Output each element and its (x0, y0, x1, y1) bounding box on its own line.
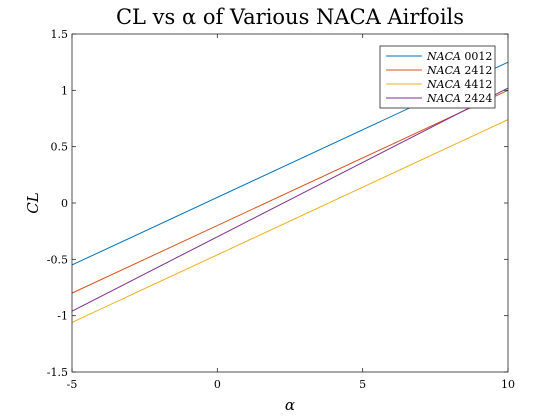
y-tick-label: -1 (57, 310, 68, 323)
y-tick-label: 1.5 (51, 28, 69, 41)
chart-title: CL vs α of Various NACA Airfoils (116, 5, 464, 29)
x-tick-label: 10 (501, 378, 515, 391)
tick-layer: -5 0 5 10 -1.5 -1 -0.5 0 0.5 1 1.5 (47, 28, 515, 391)
series-line-2412 (71, 89, 509, 294)
series-line-2424 (71, 87, 509, 312)
x-tick-label: 5 (359, 378, 366, 391)
y-tick-label: 0 (61, 197, 68, 210)
y-tick-label: 0.5 (51, 141, 69, 154)
y-tick-label: -0.5 (47, 253, 68, 266)
y-tick-label: 1 (61, 84, 68, 97)
y-axis-label: CL (24, 192, 42, 213)
x-tick-label: 0 (214, 378, 221, 391)
legend-label-4412: NACA 4412 (426, 78, 492, 91)
legend-label-0012: NACA 0012 (426, 50, 492, 63)
legend-label-2424: NACA 2424 (426, 92, 492, 105)
legend-label-2412: NACA 2412 (426, 64, 492, 77)
y-tick-label: -1.5 (47, 366, 68, 379)
series-line-4412 (71, 119, 509, 323)
x-axis-label: α (285, 396, 295, 414)
x-tick-label: -5 (67, 378, 78, 391)
